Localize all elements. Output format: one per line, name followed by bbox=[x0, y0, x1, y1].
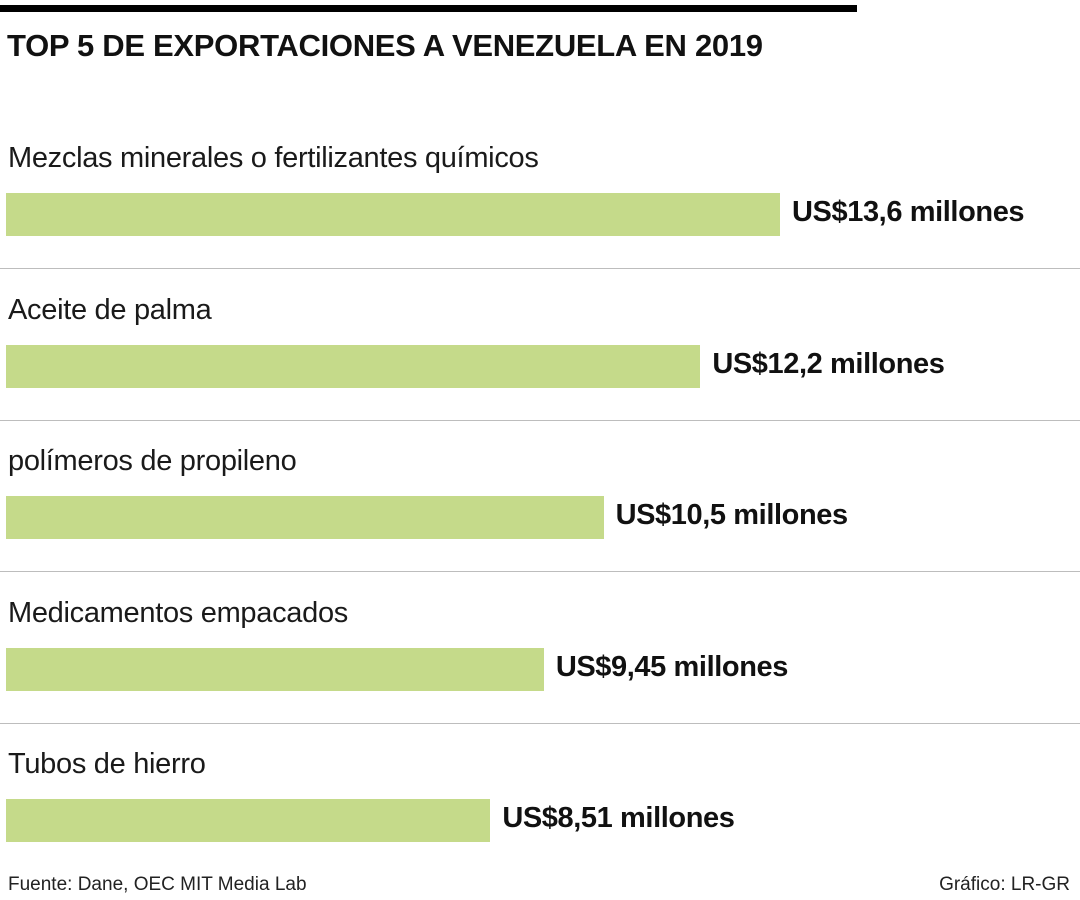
row-separator bbox=[0, 571, 1080, 572]
bar bbox=[6, 344, 701, 388]
source-note: Fuente: Dane, OEC MIT Media Lab bbox=[8, 874, 307, 895]
category-label: Tubos de hierro bbox=[8, 748, 206, 780]
credit-note: Gráfico: LR-GR bbox=[939, 874, 1070, 895]
category-label: Mezclas minerales o fertilizantes químic… bbox=[8, 142, 539, 174]
value-label: US$12,2 millones bbox=[712, 347, 945, 380]
bar bbox=[6, 799, 491, 842]
value-label: US$13,6 millones bbox=[792, 196, 1025, 228]
value-label: US$9,45 millones bbox=[555, 650, 789, 683]
bar bbox=[6, 496, 604, 539]
value-label: US$8,51 millones bbox=[502, 802, 735, 834]
category-label: polímeros de propileno bbox=[8, 445, 297, 477]
chart-title: TOP 5 DE EXPORTACIONES A VENEZUELA EN 20… bbox=[7, 28, 763, 63]
top-rule bbox=[0, 5, 857, 12]
bar bbox=[6, 193, 780, 236]
bar bbox=[6, 647, 544, 691]
row-separator bbox=[0, 722, 1080, 724]
value-label: US$10,5 millones bbox=[615, 499, 849, 531]
row-separator bbox=[0, 419, 1080, 421]
category-label: Aceite de palma bbox=[8, 293, 212, 326]
row-separator bbox=[0, 268, 1080, 269]
category-label: Medicamentos empacados bbox=[8, 596, 348, 629]
